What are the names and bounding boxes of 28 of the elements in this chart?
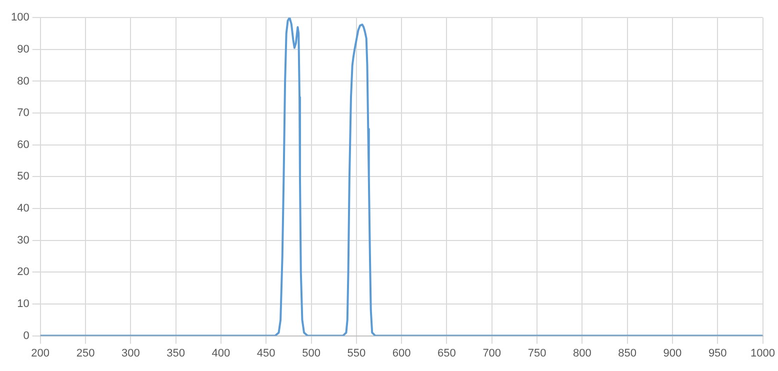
x-tick-label: 1000 (750, 347, 776, 360)
x-tick-label: 450 (256, 347, 276, 360)
x-tick-label: 400 (212, 347, 230, 360)
y-tick-label: 70 (17, 107, 30, 120)
y-tick-label: 0 (23, 330, 30, 342)
y-tick-label: 30 (17, 234, 30, 246)
x-tick-label: 200 (31, 347, 50, 360)
y-tick-label: 10 (17, 298, 30, 310)
y-tick-label: 40 (17, 202, 30, 215)
x-tick-label: 300 (121, 347, 140, 360)
x-tick-label: 900 (663, 347, 682, 360)
x-tick-label: 350 (166, 347, 185, 360)
x-tick-label: 950 (708, 347, 727, 360)
y-tick-label: 50 (17, 170, 30, 183)
x-tick-label: 250 (76, 347, 95, 360)
x-tick-label: 550 (347, 347, 366, 360)
x-tick-label: 850 (618, 347, 636, 360)
x-tick-label: 700 (482, 347, 502, 360)
y-tick-label: 20 (17, 266, 30, 278)
x-tick-label: 750 (528, 347, 546, 360)
x-tick-label: 650 (438, 347, 456, 360)
y-tick-label: 100 (10, 12, 30, 24)
y-tick-label: 60 (17, 138, 30, 151)
x-tick-label: 600 (392, 347, 411, 360)
x-tick-label: 800 (572, 347, 592, 360)
y-tick-label: 90 (17, 43, 30, 56)
x-tick-label: 500 (302, 347, 320, 360)
y-tick-label: 80 (17, 75, 30, 88)
